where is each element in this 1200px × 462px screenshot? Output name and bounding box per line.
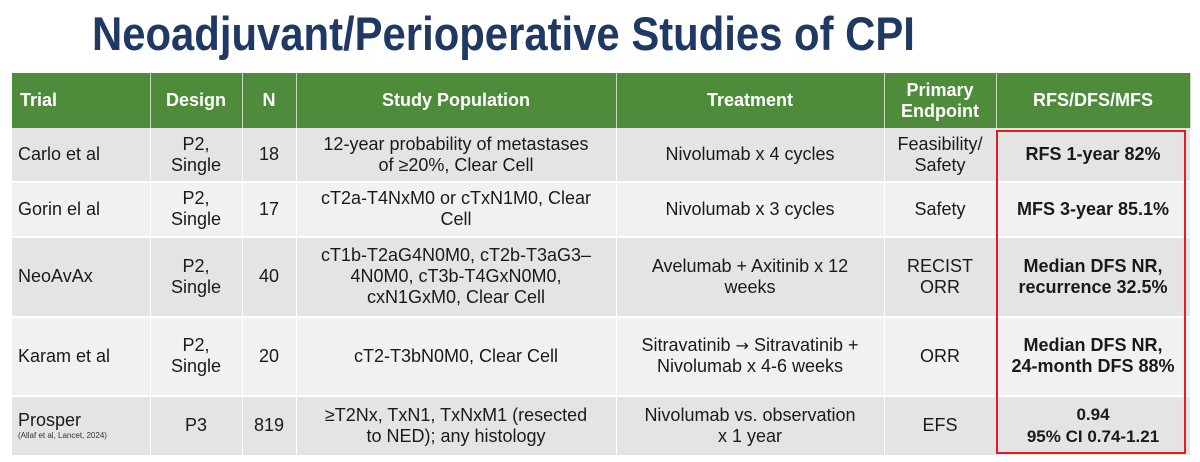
table-row: NeoAvAx P2, Single 40 cT1b-T2aG4N0M0, cT… bbox=[12, 236, 1191, 319]
design-cell: P2, Single bbox=[150, 182, 243, 238]
n-cell: 40 bbox=[242, 236, 297, 319]
endpoint-cell: ORR bbox=[884, 317, 997, 397]
design-line: Single bbox=[170, 209, 222, 230]
endpoint-line: Safety bbox=[914, 154, 966, 175]
population-cell: ≥T2Nx, TxN1, TxNxM1 (resected to NED); a… bbox=[296, 395, 617, 458]
result-cell: MFS 3-year 85.1% bbox=[996, 182, 1191, 238]
endpoint-line: RECIST bbox=[906, 255, 973, 276]
treatment-cell: Nivolumab x 4 cycles bbox=[616, 128, 885, 184]
population-line: cT2a-T4NxM0 or cTxN1M0, Clear bbox=[320, 188, 592, 209]
page-title: Neoadjuvant/Perioperative Studies of CPI bbox=[92, 7, 915, 60]
treatment-line: Sitravatinib + bbox=[748, 335, 859, 356]
trial-name: NeoAvAx bbox=[12, 236, 151, 319]
header-population: Study Population bbox=[296, 73, 617, 128]
population-line: to NED); any histology bbox=[366, 425, 546, 446]
result-line: 24-month DFS 88% bbox=[1011, 356, 1175, 377]
design-cell: P3 bbox=[150, 395, 243, 458]
table-row: Prosper (Allaf et al, Lancet, 2024) P3 8… bbox=[12, 395, 1191, 458]
n-cell: 819 bbox=[242, 395, 297, 458]
treatment-line: Avelumab + Axitinib x 12 bbox=[651, 255, 849, 276]
header-design: Design bbox=[150, 73, 243, 128]
table-row: Carlo et al P2, Single 18 12-year probab… bbox=[12, 128, 1191, 184]
n-cell: 20 bbox=[242, 317, 297, 397]
header-treatment: Treatment bbox=[616, 73, 885, 128]
endpoint-cell: Safety bbox=[884, 182, 997, 238]
design-line: P2, bbox=[182, 255, 210, 276]
header-endpoint-line2: Endpoint bbox=[901, 100, 979, 121]
population-line: of ≥20%, Clear Cell bbox=[378, 154, 534, 175]
design-cell: P2, Single bbox=[150, 317, 243, 397]
endpoint-cell: RECIST ORR bbox=[884, 236, 997, 319]
endpoint-cell: EFS bbox=[884, 395, 997, 458]
result-cell: Median DFS NR, 24-month DFS 88% bbox=[996, 317, 1191, 397]
population-line: Cell bbox=[440, 209, 472, 230]
result-line: recurrence 32.5% bbox=[1018, 276, 1168, 297]
result-cell: RFS 1-year 82% bbox=[996, 128, 1191, 184]
header-endpoint: Primary Endpoint bbox=[884, 73, 997, 128]
table-row: Karam et al P2, Single 20 cT2-T3bN0M0, C… bbox=[12, 317, 1191, 397]
result-line: 95% CI 0.74-1.21 bbox=[1026, 426, 1160, 446]
treatment-cell: Sitravatinib → Sitravatinib + Nivolumab … bbox=[616, 317, 885, 397]
population-cell: cT2a-T4NxM0 or cTxN1M0, Clear Cell bbox=[296, 182, 617, 238]
population-cell: 12-year probability of metastases of ≥20… bbox=[296, 128, 617, 184]
design-cell: P2, Single bbox=[150, 128, 243, 184]
result-cell: Median DFS NR, recurrence 32.5% bbox=[996, 236, 1191, 319]
treatment-line: Nivolumab vs. observation bbox=[644, 404, 856, 425]
treatment-cell: Nivolumab vs. observation x 1 year bbox=[616, 395, 885, 458]
population-line: 4N0M0, cT3b-T4GxN0M0, bbox=[350, 266, 562, 287]
trial-name: Gorin el al bbox=[12, 182, 151, 238]
header-endpoint-line1: Primary bbox=[906, 79, 974, 100]
endpoint-line: Feasibility/ bbox=[897, 133, 983, 154]
treatment-line: weeks bbox=[724, 276, 776, 297]
design-line: Single bbox=[170, 276, 222, 297]
result-line: 0.94 bbox=[1076, 404, 1110, 424]
table-row: Gorin el al P2, Single 17 cT2a-T4NxM0 or… bbox=[12, 182, 1191, 238]
result-line: Median DFS NR, bbox=[1023, 335, 1163, 356]
population-line: ≥T2Nx, TxN1, TxNxM1 (resected bbox=[324, 404, 588, 425]
treatment-line: Sitravatinib bbox=[641, 335, 736, 356]
design-line: Single bbox=[170, 154, 222, 175]
population-line: cxN1GxM0, Clear Cell bbox=[366, 287, 546, 308]
studies-table: Trial Design N Study Population Treatmen… bbox=[12, 73, 1191, 458]
endpoint-cell: Feasibility/ Safety bbox=[884, 128, 997, 184]
right-arrow-icon: → bbox=[735, 336, 749, 356]
trial-name: Karam et al bbox=[12, 317, 151, 397]
design-line: Single bbox=[170, 356, 222, 377]
header-trial: Trial bbox=[12, 73, 151, 128]
treatment-cell: Nivolumab x 3 cycles bbox=[616, 182, 885, 238]
trial-name-cell: Prosper (Allaf et al, Lancet, 2024) bbox=[12, 395, 151, 458]
header-result: RFS/DFS/MFS bbox=[996, 73, 1191, 128]
trial-name: Carlo et al bbox=[12, 128, 151, 184]
population-line: 12-year probability of metastases bbox=[323, 133, 589, 154]
design-line: P2, bbox=[182, 188, 210, 209]
n-cell: 18 bbox=[242, 128, 297, 184]
population-cell: cT1b-T2aG4N0M0, cT2b-T3aG3– 4N0M0, cT3b-… bbox=[296, 236, 617, 319]
header-n: N bbox=[242, 73, 297, 128]
result-cell: 0.94 95% CI 0.74-1.21 bbox=[996, 395, 1191, 458]
endpoint-line: ORR bbox=[920, 276, 960, 297]
trial-citation: (Allaf et al, Lancet, 2024) bbox=[18, 431, 107, 441]
design-line: P2, bbox=[182, 133, 210, 154]
treatment-line: Nivolumab x 4-6 weeks bbox=[656, 356, 844, 377]
design-cell: P2, Single bbox=[150, 236, 243, 319]
result-line: Median DFS NR, bbox=[1023, 255, 1163, 276]
table-header-row: Trial Design N Study Population Treatmen… bbox=[12, 73, 1191, 128]
design-line: P2, bbox=[182, 335, 210, 356]
population-line: cT1b-T2aG4N0M0, cT2b-T3aG3– bbox=[320, 245, 592, 266]
treatment-line: x 1 year bbox=[717, 425, 783, 446]
treatment-cell: Avelumab + Axitinib x 12 weeks bbox=[616, 236, 885, 319]
trial-name: Prosper bbox=[18, 410, 82, 431]
n-cell: 17 bbox=[242, 182, 297, 238]
population-cell: cT2-T3bN0M0, Clear Cell bbox=[296, 317, 617, 397]
